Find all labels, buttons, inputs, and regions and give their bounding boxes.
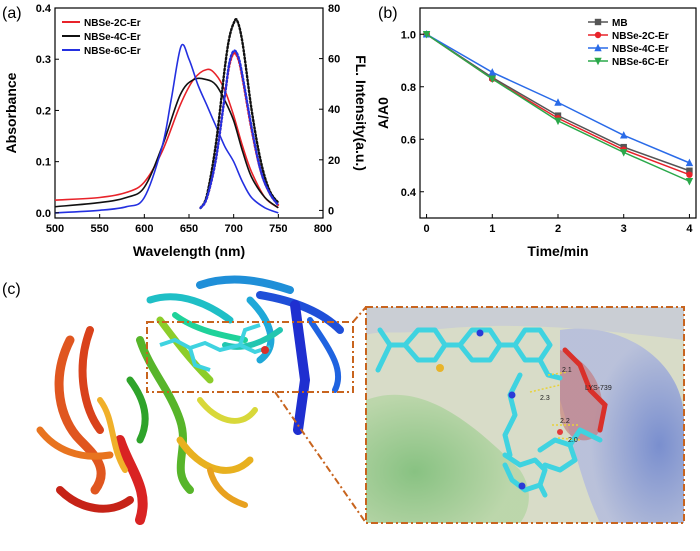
b-y-tick-label: 0.6 bbox=[401, 134, 416, 146]
ligand-in-pocket bbox=[159, 323, 271, 372]
absorbance-line-nbse-4c-er bbox=[54, 77, 279, 209]
zoom-box-border bbox=[365, 306, 685, 524]
a-y-tick-label: 0.3 bbox=[36, 54, 51, 66]
chart-b-x-axis-title: Time/min bbox=[527, 243, 588, 259]
chart-a: 500 550 600 650 700 750 800 0.0 0.1 0.2 0.3 0.4 0 20 4… bbox=[3, 3, 369, 259]
b-x-tick-label: 1 bbox=[489, 223, 495, 235]
a-x-tick-label: 750 bbox=[269, 223, 287, 235]
a-legend-label: NBSe-4C-Er bbox=[84, 32, 141, 43]
b-data-point-nbse-6c-er bbox=[685, 178, 694, 186]
b-data-point-mb bbox=[686, 167, 693, 174]
chart-a-y2-axis-title: FL. Intensity(a.u.) bbox=[353, 55, 369, 171]
b-data-point-nbse-6c-er bbox=[554, 117, 562, 126]
b-legend-marker bbox=[594, 31, 602, 39]
chart-b-y-axis-title: A/A0 bbox=[375, 97, 391, 129]
b-y-tick-label: 0.4 bbox=[401, 187, 417, 199]
hydrogen-bonds bbox=[529, 371, 581, 441]
fluorescence-line-nbse-4c-er bbox=[199, 18, 280, 210]
docking-zoom-view: LYS-739 2.1 2.3 2.2 2.0 bbox=[365, 306, 685, 524]
chart-b-plot-area bbox=[422, 30, 694, 186]
zoom-source-box bbox=[146, 321, 354, 393]
a-x-tick-label: 650 bbox=[180, 223, 198, 235]
a-y2-tick-label: 40 bbox=[328, 104, 340, 116]
surface-green-region bbox=[366, 394, 529, 523]
protein-cartoon bbox=[36, 275, 344, 525]
panel-label-c: (c) bbox=[2, 281, 21, 298]
a-x-tick-label: 700 bbox=[224, 223, 242, 235]
chart-a-y-axis-title: Absorbance bbox=[3, 72, 19, 153]
b-data-point-nbse-2c-er bbox=[686, 171, 693, 178]
b-legend-label: MB bbox=[612, 18, 628, 29]
chart-b-legend: MB NBSe-2C-Er NBSe-4C-Er NBSe-6C-Er bbox=[588, 18, 669, 68]
chart-b: 0 1 2 3 4 0.4 0.6 0.8 1.0 Time/min A/A0 MB NBSe-2… bbox=[375, 7, 697, 259]
b-x-tick-label: 2 bbox=[555, 223, 561, 235]
a-x-tick-label: 500 bbox=[46, 223, 64, 235]
nitrogen-atom bbox=[476, 329, 484, 337]
panel-label-a: (a) bbox=[2, 5, 22, 22]
chart-a-legend: NBSe-2C-Er NBSe-4C-Er NBSe-6C-Er bbox=[62, 18, 141, 57]
chart-b-axes: 0 1 2 3 4 0.4 0.6 0.8 1.0 bbox=[401, 29, 694, 235]
a-y-tick-label: 0.0 bbox=[36, 208, 51, 220]
a-x-tick-label: 800 bbox=[314, 223, 332, 235]
b-y-tick-label: 0.8 bbox=[401, 82, 416, 94]
a-legend-label: NBSe-2C-Er bbox=[84, 18, 141, 29]
bond-label-4: 2.0 bbox=[568, 437, 578, 444]
a-y-tick-label: 0.1 bbox=[36, 157, 51, 169]
bond-label-2: 2.3 bbox=[540, 395, 550, 402]
surface-red-region bbox=[560, 350, 603, 441]
chart-a-x-axis-title: Wavelength (nm) bbox=[133, 243, 245, 259]
b-legend-label: NBSe-4C-Er bbox=[612, 44, 669, 55]
b-data-point-nbse-4c-er bbox=[554, 98, 562, 106]
b-legend-marker bbox=[594, 43, 602, 52]
b-data-point-nbse-4c-er bbox=[620, 131, 628, 139]
a-y2-tick-label: 20 bbox=[328, 155, 340, 167]
b-data-point-nbse-6c-er bbox=[422, 31, 431, 39]
b-legend-label: NBSe-2C-Er bbox=[612, 31, 669, 42]
bond-label-3: 2.2 bbox=[560, 418, 570, 425]
a-y-tick-label: 0.4 bbox=[36, 3, 52, 15]
chart-a-axes: 500 550 600 650 700 750 800 0.0 0.1 0.2 0.3 0.4 0 20 4… bbox=[36, 3, 341, 235]
sulfur-atom bbox=[436, 364, 444, 372]
b-data-point-nbse-6c-er bbox=[488, 75, 496, 84]
zoom-connector-bottom bbox=[274, 391, 367, 524]
zoom-connector-top bbox=[352, 306, 367, 323]
absorbance-line-nbse-6c-er bbox=[54, 43, 279, 214]
b-legend-label: NBSe-6C-Er bbox=[612, 57, 669, 68]
absorbance-line-nbse-2c-er bbox=[54, 68, 279, 209]
a-y2-tick-label: 80 bbox=[328, 3, 340, 15]
b-data-point-nbse-4c-er bbox=[685, 158, 694, 167]
a-x-tick-label: 600 bbox=[135, 223, 153, 235]
residue-label: LYS-739 bbox=[585, 385, 612, 392]
a-x-tick-label: 550 bbox=[90, 223, 108, 235]
residue-lys739 bbox=[562, 347, 608, 433]
fluorescence-line-nbse-6c-er bbox=[199, 49, 280, 210]
panel-label-b: (b) bbox=[378, 5, 398, 22]
a-y-tick-label: 0.2 bbox=[36, 105, 51, 117]
b-data-point-nbse-6c-er bbox=[620, 149, 628, 157]
bond-label-1: 2.1 bbox=[562, 367, 572, 374]
b-x-tick-label: 3 bbox=[621, 223, 627, 235]
docking-panel: LYS-739 2.1 2.3 2.2 2.0 bbox=[36, 275, 685, 525]
a-legend-label: NBSe-6C-Er bbox=[84, 46, 141, 57]
b-x-tick-label: 4 bbox=[686, 223, 693, 235]
b-legend-marker bbox=[594, 18, 602, 26]
b-legend-marker bbox=[594, 57, 602, 66]
chart-a-plot-area bbox=[54, 18, 280, 214]
b-x-tick-label: 0 bbox=[424, 223, 430, 235]
b-data-point-nbse-4c-er bbox=[488, 68, 496, 76]
a-y2-tick-label: 0 bbox=[328, 205, 334, 217]
ligand-sticks bbox=[375, 327, 603, 498]
a-y2-tick-label: 60 bbox=[328, 54, 340, 66]
b-y-tick-label: 1.0 bbox=[401, 29, 416, 41]
residue-marker bbox=[261, 346, 269, 354]
